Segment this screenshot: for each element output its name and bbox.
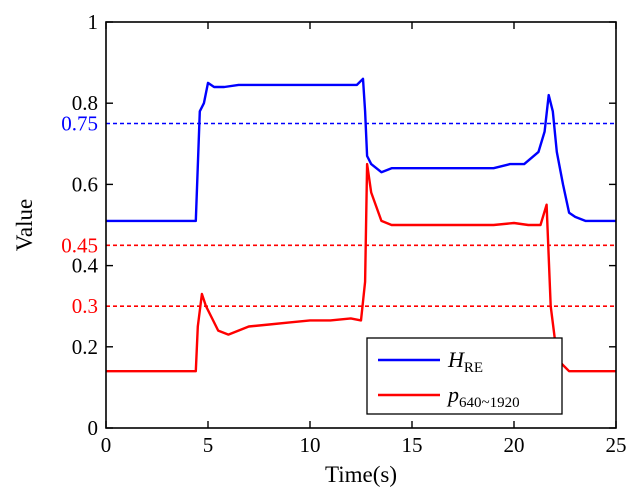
reference-label-1: 0.45	[61, 233, 98, 257]
reference-lines	[106, 122, 616, 308]
legend-label-h-re-main: H	[447, 347, 465, 372]
legend-label-p-640-1920: p640~1920	[446, 382, 520, 411]
y-tick-label: 1	[88, 10, 99, 34]
x-tick-label: 25	[606, 433, 627, 457]
reference-labels: 0.75 0.45 0.3	[61, 112, 98, 319]
legend: HRE p640~1920	[366, 337, 563, 415]
legend-label-h-re: HRE	[447, 347, 483, 376]
y-tick-label: 0	[88, 416, 99, 440]
y-tick-label: 0.4	[72, 254, 99, 278]
x-tick-label: 0	[101, 433, 112, 457]
legend-box	[366, 337, 563, 415]
tick-labels: 0 5 10 15 20 25 0 0.2 0.4 0.6 0.8 1	[72, 10, 627, 457]
series-line-0	[106, 77, 616, 223]
x-tick-label: 20	[504, 433, 525, 457]
legend-label-h-re-sub: RE	[464, 360, 483, 376]
y-tick-label: 0.8	[72, 91, 98, 115]
reference-label-2: 0.3	[72, 294, 98, 318]
legend-label-p-sub: 640~1920	[459, 395, 520, 411]
series-line-1	[106, 162, 616, 373]
x-tick-label: 10	[300, 433, 321, 457]
x-tick-label: 5	[203, 433, 214, 457]
y-tick-label: 0.2	[72, 335, 98, 359]
legend-label-p-main: p	[446, 382, 459, 407]
x-axis-title: Time(s)	[325, 462, 397, 487]
series-lines	[106, 77, 616, 373]
x-tick-label: 15	[402, 433, 423, 457]
plot-frame	[105, 21, 617, 429]
y-tick-label: 0.6	[72, 172, 98, 196]
y-axis-title: Value	[12, 199, 37, 251]
reference-label-0: 0.75	[61, 112, 98, 136]
axis-ticks	[105, 21, 617, 429]
